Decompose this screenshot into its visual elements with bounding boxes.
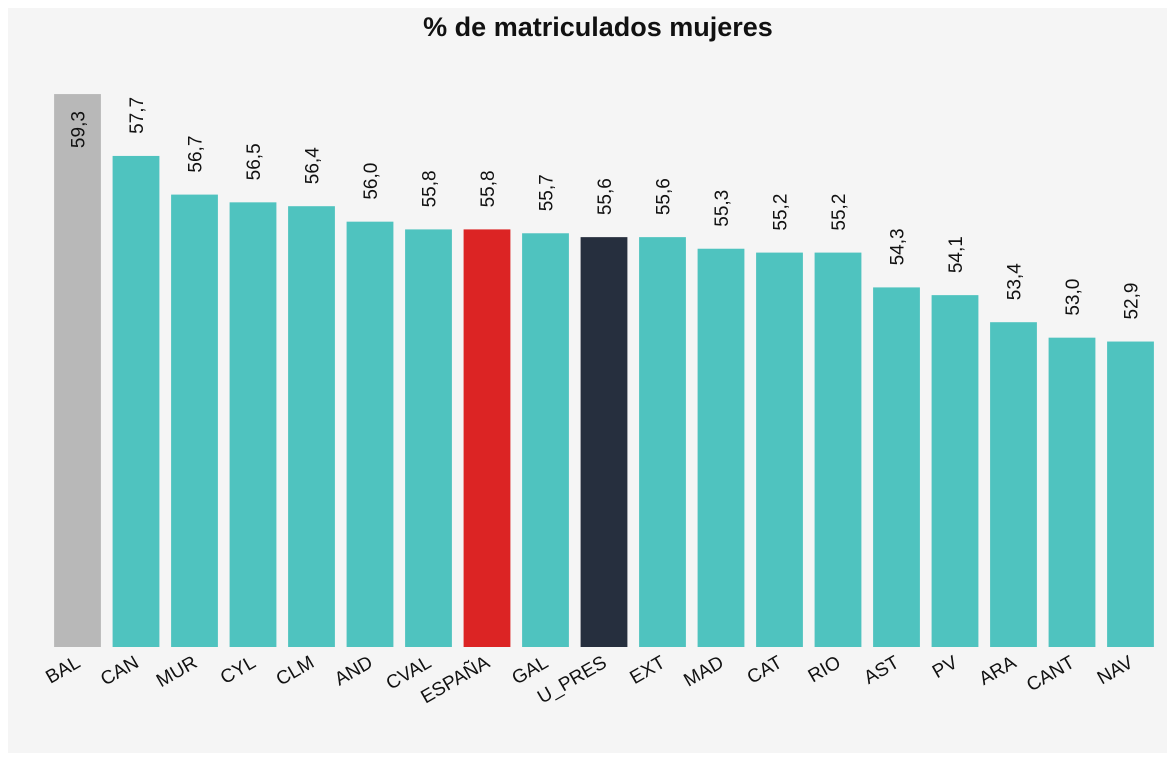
value-label: 56,7 <box>186 136 207 173</box>
bar <box>229 202 277 648</box>
bar <box>112 155 160 647</box>
bar <box>54 94 101 648</box>
bar <box>580 237 628 647</box>
bar <box>463 229 511 647</box>
value-label: 55,6 <box>595 178 616 215</box>
value-label: 55,8 <box>420 170 441 207</box>
bar <box>990 322 1037 647</box>
value-label: 56,0 <box>361 163 382 200</box>
bar <box>931 295 979 647</box>
bar <box>756 252 803 647</box>
chart-title: % de matriculados mujeres <box>423 12 773 42</box>
value-label: 55,6 <box>654 178 675 215</box>
bar <box>522 233 569 647</box>
value-label: 54,1 <box>946 236 967 273</box>
value-label: 57,7 <box>127 97 148 134</box>
value-label: 55,7 <box>537 174 558 211</box>
bar <box>1107 341 1154 647</box>
value-label: 59,3 <box>69 111 90 148</box>
value-label: 53,0 <box>1063 279 1084 316</box>
bar <box>405 229 452 647</box>
bar <box>171 194 218 647</box>
value-label: 55,2 <box>771 194 792 231</box>
bar <box>288 206 335 647</box>
bar <box>814 252 862 647</box>
value-label: 56,5 <box>244 143 265 180</box>
bar <box>697 248 745 647</box>
bar <box>1048 337 1096 647</box>
value-label: 54,3 <box>888 228 909 265</box>
value-label: 55,8 <box>478 170 499 207</box>
bar <box>639 237 686 647</box>
bar <box>346 221 394 647</box>
value-label: 53,4 <box>1005 263 1026 300</box>
value-label: 55,3 <box>712 190 733 227</box>
value-label: 55,2 <box>829 194 850 231</box>
bar <box>873 287 920 647</box>
value-label: 56,4 <box>303 147 324 184</box>
value-label: 52,9 <box>1122 283 1143 320</box>
